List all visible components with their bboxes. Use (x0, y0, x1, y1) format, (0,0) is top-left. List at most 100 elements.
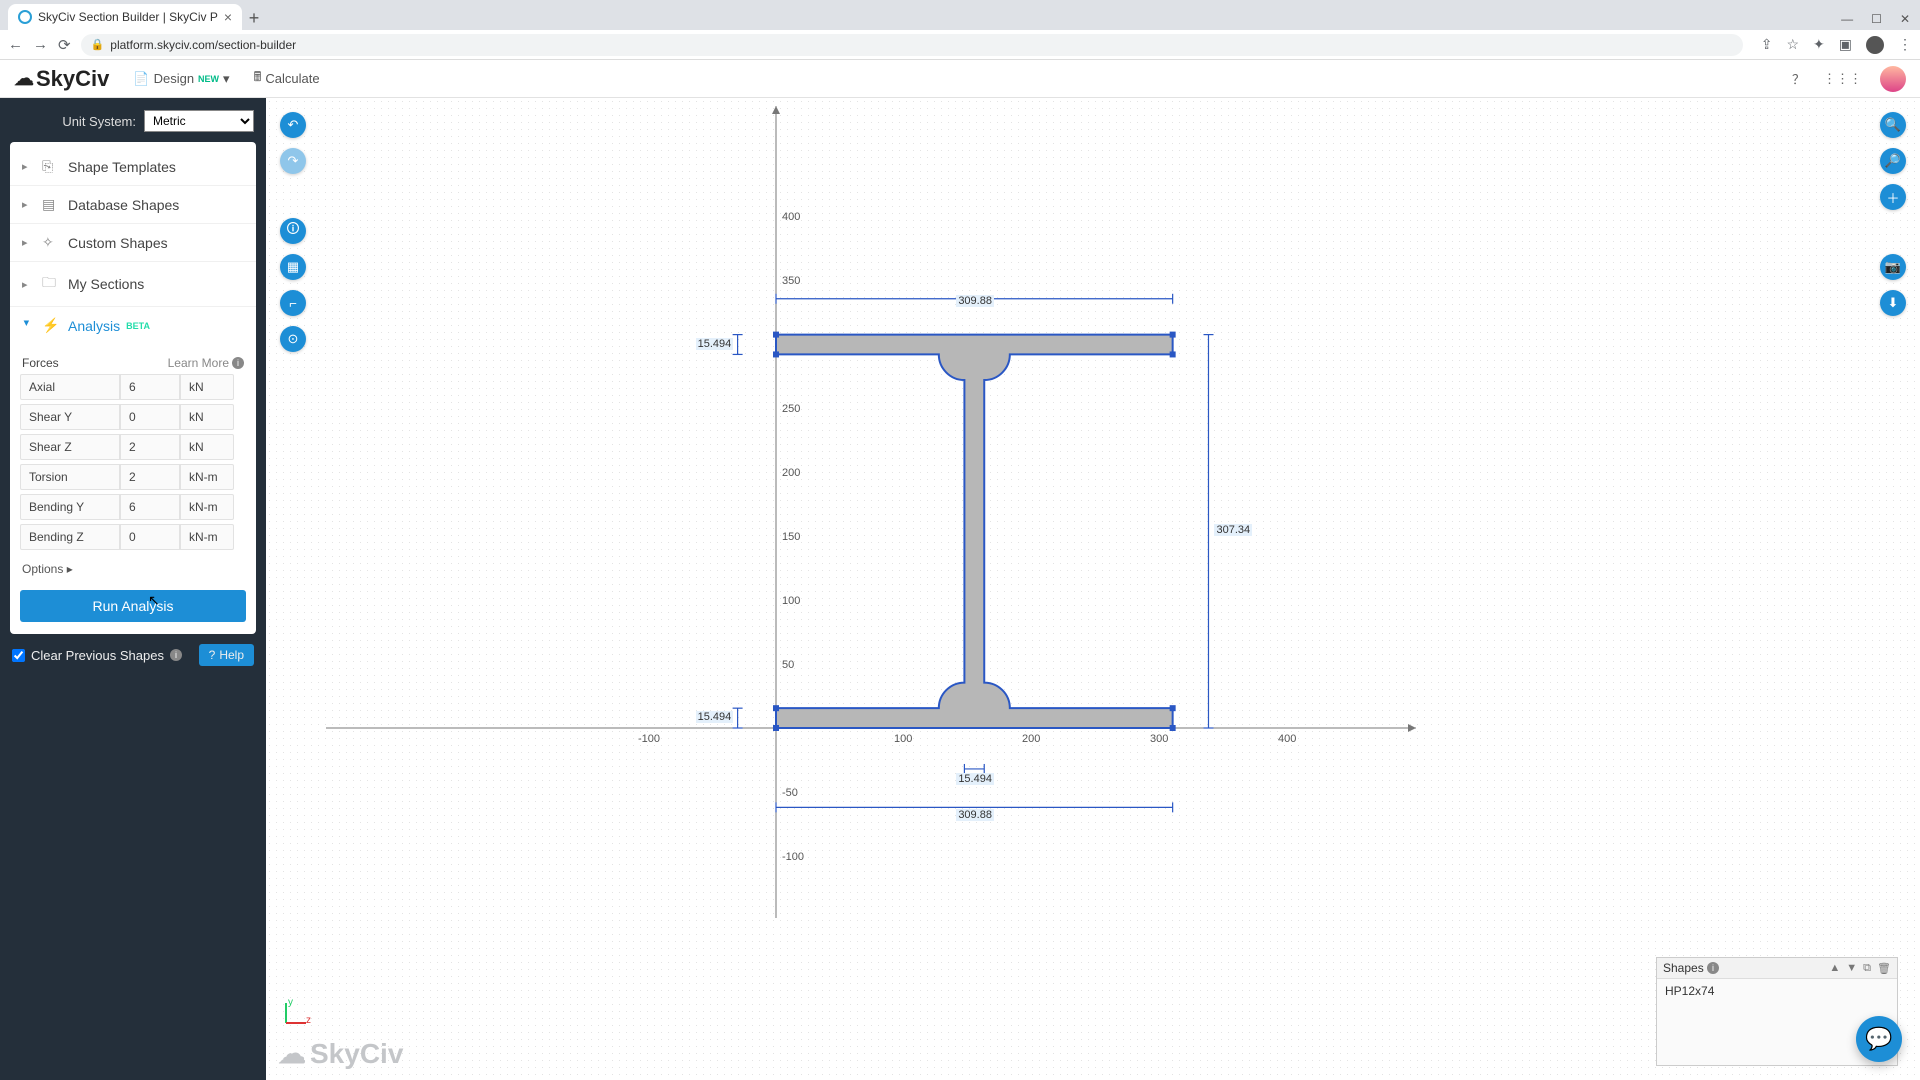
svg-text:100: 100 (894, 733, 912, 745)
nav-reload-icon[interactable]: ⟳ (58, 36, 71, 54)
force-unit: kN-m (180, 464, 234, 490)
cursor-icon: ↖ (148, 592, 160, 609)
help-button[interactable]: ? Help (199, 644, 254, 666)
calculate-menu[interactable]: 🖩 Calculate (254, 68, 320, 90)
cloud-icon: ☁ (278, 1037, 306, 1070)
info-icon[interactable]: i (1707, 962, 1719, 974)
force-row: Torsion 2 kN-m (20, 464, 246, 490)
design-menu[interactable]: 📄 Design NEW ▾ (133, 71, 229, 87)
shapes-title: Shapes (1663, 961, 1704, 975)
svg-text:-100: -100 (782, 851, 804, 863)
force-unit: kN (180, 374, 234, 400)
chevron-right-icon: ▸ (22, 236, 32, 249)
force-value-input[interactable]: 0 (120, 524, 180, 550)
svg-text:200: 200 (1022, 733, 1040, 745)
section-icon: ⚡ (42, 317, 58, 334)
new-tab-button[interactable]: + (242, 6, 266, 30)
force-value-input[interactable]: 6 (120, 494, 180, 520)
section-plot: -100100200300400-100-5050100150200250300… (266, 98, 1920, 1080)
run-analysis-button[interactable]: Run Analysis (20, 590, 246, 622)
extensions-icon[interactable]: ✦ (1813, 36, 1825, 54)
force-label: Bending Z (20, 524, 120, 550)
options-toggle[interactable]: Options ▸ (10, 554, 256, 584)
sidebar-item-database-shapes[interactable]: ▸ ▤ Database Shapes (10, 186, 256, 224)
profile-avatar-icon[interactable] (1866, 36, 1884, 54)
force-row: Shear Y 0 kN (20, 404, 246, 430)
unit-label: Unit System: (62, 114, 136, 129)
svg-text:50: 50 (782, 659, 794, 671)
svg-text:200: 200 (782, 467, 800, 479)
nav-forward-icon[interactable]: → (33, 36, 48, 53)
canvas[interactable]: ↶ ↷ 🛈 ▦ ⌐ ⊙ 🔍 🔎 ＋ 📷 ⬇ -100100200300400-1… (266, 98, 1920, 1080)
panel-icon[interactable]: ▣ (1839, 36, 1852, 54)
dimension-label: 307.34 (1214, 524, 1252, 536)
help-icon[interactable]: ？ (1792, 69, 1805, 88)
chevron-right-icon: ▸ (67, 562, 73, 576)
axis-indicator: y z (280, 999, 310, 1032)
tab-title: SkyCiv Section Builder | SkyCiv P (38, 10, 218, 24)
browser-tab[interactable]: SkyCiv Section Builder | SkyCiv P × (8, 4, 242, 30)
address-bar[interactable]: 🔒 platform.skyciv.com/section-builder (81, 34, 1743, 56)
sidebar-item-shape-templates[interactable]: ▸ ⎘ Shape Templates (10, 148, 256, 186)
lock-icon: 🔒 (91, 38, 105, 51)
logo-text: SkyCiv (36, 66, 109, 92)
info-icon[interactable]: i (170, 649, 182, 661)
delete-icon[interactable]: 🗑 (1877, 962, 1891, 975)
force-value-input[interactable]: 2 (120, 464, 180, 490)
user-avatar-icon[interactable] (1880, 66, 1906, 92)
svg-text:350: 350 (782, 275, 800, 287)
force-unit: kN (180, 434, 234, 460)
dimension-label: 15.494 (696, 338, 734, 350)
force-row: Bending Y 6 kN-m (20, 494, 246, 520)
dimension-label: 15.494 (956, 773, 994, 785)
chevron-right-icon: ▸ (21, 321, 34, 331)
force-label: Bending Y (20, 494, 120, 520)
window-maximize-icon[interactable]: ☐ (1871, 12, 1882, 26)
learn-more-link[interactable]: Learn More i (168, 356, 244, 370)
info-icon: i (232, 357, 244, 369)
chevron-down-icon: ▾ (223, 71, 230, 87)
unit-select[interactable]: Metric (144, 110, 254, 132)
menu-icon[interactable]: ⋮ (1898, 36, 1912, 54)
close-tab-icon[interactable]: × (224, 9, 232, 25)
force-label: Shear Z (20, 434, 120, 460)
chevron-right-icon: ▸ (22, 160, 32, 173)
svg-text:-100: -100 (638, 733, 660, 745)
svg-text:250: 250 (782, 403, 800, 415)
force-value-input[interactable]: 2 (120, 434, 180, 460)
force-row: Bending Z 0 kN-m (20, 524, 246, 550)
sidebar-item-my-sections[interactable]: ▸ 🗀 My Sections (10, 262, 256, 307)
bookmark-icon[interactable]: ☆ (1786, 36, 1799, 54)
window-minimize-icon[interactable]: — (1841, 12, 1853, 26)
shape-list-item[interactable]: HP12x74 (1663, 983, 1891, 999)
force-row: Axial 6 kN (20, 374, 246, 400)
chat-icon: 💬 (1865, 1026, 1892, 1052)
share-icon[interactable]: ⇪ (1761, 36, 1773, 54)
chevron-right-icon: ▸ (22, 198, 32, 211)
force-value-input[interactable]: 6 (120, 374, 180, 400)
clear-previous-checkbox[interactable] (12, 649, 25, 662)
apps-grid-icon[interactable]: ⋮⋮⋮ (1823, 71, 1862, 87)
section-icon: ✧ (42, 234, 58, 251)
window-close-icon[interactable]: ✕ (1900, 12, 1910, 26)
cloud-icon: ☁ (14, 66, 34, 91)
logo[interactable]: ☁ SkyCiv (14, 66, 109, 92)
chevron-right-icon: ▸ (22, 278, 32, 291)
svg-text:100: 100 (782, 595, 800, 607)
chat-button[interactable]: 💬 (1856, 1016, 1902, 1062)
move-up-icon[interactable]: ▲ (1829, 962, 1840, 975)
force-value-input[interactable]: 0 (120, 404, 180, 430)
section-icon: 🗀 (42, 272, 58, 296)
duplicate-icon[interactable]: ⧉ (1863, 962, 1871, 975)
force-unit: kN-m (180, 524, 234, 550)
nav-back-icon[interactable]: ← (8, 36, 23, 53)
sidebar-item-custom-shapes[interactable]: ▸ ✧ Custom Shapes (10, 224, 256, 262)
sidebar-item-analysis[interactable]: ▸ ⚡ Analysis BETA (10, 307, 256, 344)
clear-previous-label: Clear Previous Shapes (31, 648, 164, 663)
section-icon: ▤ (42, 196, 58, 213)
dimension-label: 309.88 (956, 809, 994, 821)
move-down-icon[interactable]: ▼ (1846, 962, 1857, 975)
dimension-label: 309.88 (956, 295, 994, 307)
file-icon: 📄 (133, 71, 149, 87)
forces-title: Forces (22, 356, 59, 370)
